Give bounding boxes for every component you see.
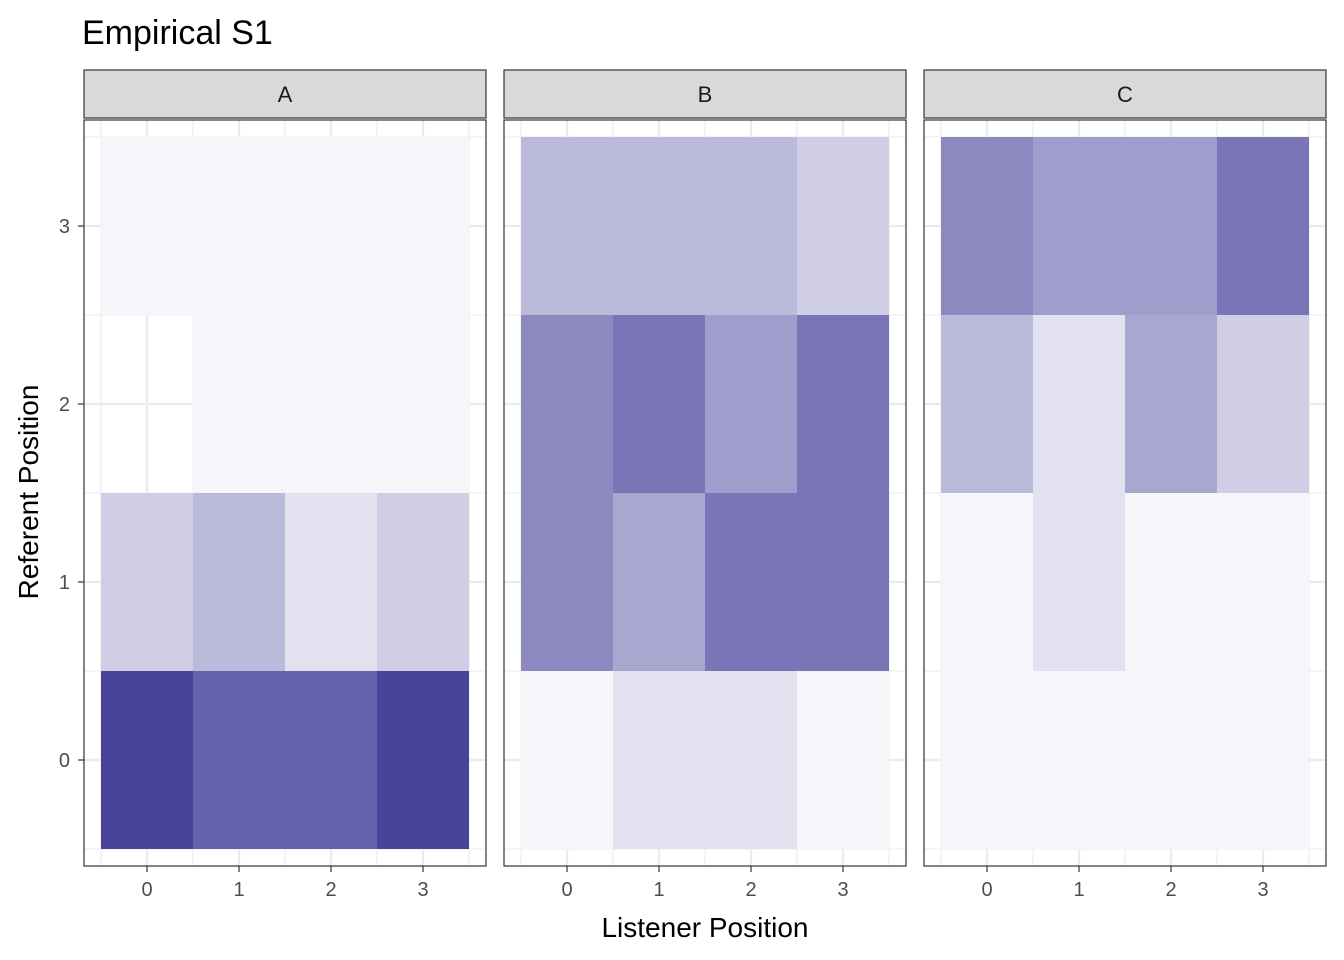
y-axis-title: Referent Position	[13, 385, 44, 600]
heatmap-tile	[613, 671, 705, 849]
heatmap-tile	[613, 137, 705, 315]
heatmap-tile	[705, 671, 797, 849]
facet-panel-b: B 0 1 2 3	[503, 69, 907, 901]
heatmap-tile	[613, 315, 705, 493]
heatmap-tile	[941, 315, 1033, 493]
x-tick-label: 2	[1165, 879, 1176, 901]
x-tick-label: 0	[981, 879, 992, 901]
heatmap-tile	[377, 137, 469, 315]
heatmap-tile	[101, 493, 193, 671]
heatmap-tile	[1125, 671, 1217, 849]
facet-strip-label: A	[278, 82, 293, 107]
heatmap-tile	[1033, 493, 1125, 671]
heatmap-tile	[521, 671, 613, 849]
heatmap-tile	[705, 137, 797, 315]
facet-strip	[923, 69, 1327, 119]
heatmap-tile	[1125, 315, 1217, 493]
facet-strip	[83, 69, 487, 119]
facet-strip-label: C	[1117, 82, 1133, 107]
heatmap-tile	[941, 137, 1033, 315]
heatmap-tile	[1217, 493, 1309, 671]
heatmap-tile	[193, 315, 285, 493]
heatmap-tile	[1125, 137, 1217, 315]
heatmap-tile	[1217, 315, 1309, 493]
heatmap-tile	[521, 137, 613, 315]
x-tick-label: 1	[1073, 879, 1084, 901]
x-tick-label: 1	[653, 879, 664, 901]
heatmap-tile	[1217, 137, 1309, 315]
heatmap-tile	[521, 315, 613, 493]
x-tick-label: 0	[141, 879, 152, 901]
heatmap-tile	[1033, 671, 1125, 849]
heatmap-tile	[285, 493, 377, 671]
x-tick-label: 2	[745, 879, 756, 901]
heatmap-tile	[377, 315, 469, 493]
heatmap-tile	[613, 493, 705, 671]
heatmap-tile	[941, 493, 1033, 671]
heatmap-tiles	[101, 137, 469, 849]
heatmap-tile	[285, 671, 377, 849]
heatmap-tile	[705, 493, 797, 671]
heatmap-tile	[1033, 315, 1125, 493]
heatmap-tile	[377, 493, 469, 671]
panel-border	[503, 119, 907, 867]
heatmap-tile	[797, 315, 889, 493]
y-tick-label: 1	[59, 572, 70, 594]
x-tick-label: 2	[325, 879, 336, 901]
heatmap-tile	[705, 315, 797, 493]
x-tick-label: 0	[561, 879, 572, 901]
heatmap-tile	[193, 137, 285, 315]
heatmap-tile	[797, 493, 889, 671]
x-tick-label: 3	[837, 879, 848, 901]
facet-strip-label: B	[698, 82, 713, 107]
heatmap-tile	[797, 137, 889, 315]
facet-panels: A 0 1 2 3 0 1 2 3 B 0 1 2 3 C 0 1 2 3	[59, 69, 1327, 901]
heatmap-tile	[285, 315, 377, 493]
heatmap-tile	[101, 671, 193, 849]
heatmap-tile	[1033, 137, 1125, 315]
x-tick-label: 3	[1257, 879, 1268, 901]
x-tick-label: 1	[233, 879, 244, 901]
heatmap-tile	[193, 493, 285, 671]
y-tick-label: 2	[59, 394, 70, 416]
x-tick-label: 3	[417, 879, 428, 901]
heatmap-tile	[797, 671, 889, 849]
facet-panel-a: A 0 1 2 3 0 1 2 3	[59, 69, 487, 901]
panel-border	[923, 119, 1327, 867]
heatmap-tile	[941, 671, 1033, 849]
y-tick-label: 3	[59, 216, 70, 238]
heatmap-tile	[521, 493, 613, 671]
panel-border	[83, 119, 487, 867]
heatmap-tile	[1217, 671, 1309, 849]
x-axis-title: Listener Position	[601, 912, 808, 943]
y-tick-label: 0	[59, 750, 70, 772]
heatmap-tile	[377, 671, 469, 849]
heatmap-tile	[101, 137, 193, 315]
heatmap-tile	[193, 671, 285, 849]
facet-panel-c: C 0 1 2 3	[923, 69, 1327, 901]
heatmap-tiles	[941, 137, 1309, 849]
heatmap-tile	[1125, 493, 1217, 671]
facet-strip	[503, 69, 907, 119]
chart-title: Empirical S1	[82, 14, 273, 52]
heatmap-tiles	[521, 137, 889, 849]
heatmap-tile	[285, 137, 377, 315]
